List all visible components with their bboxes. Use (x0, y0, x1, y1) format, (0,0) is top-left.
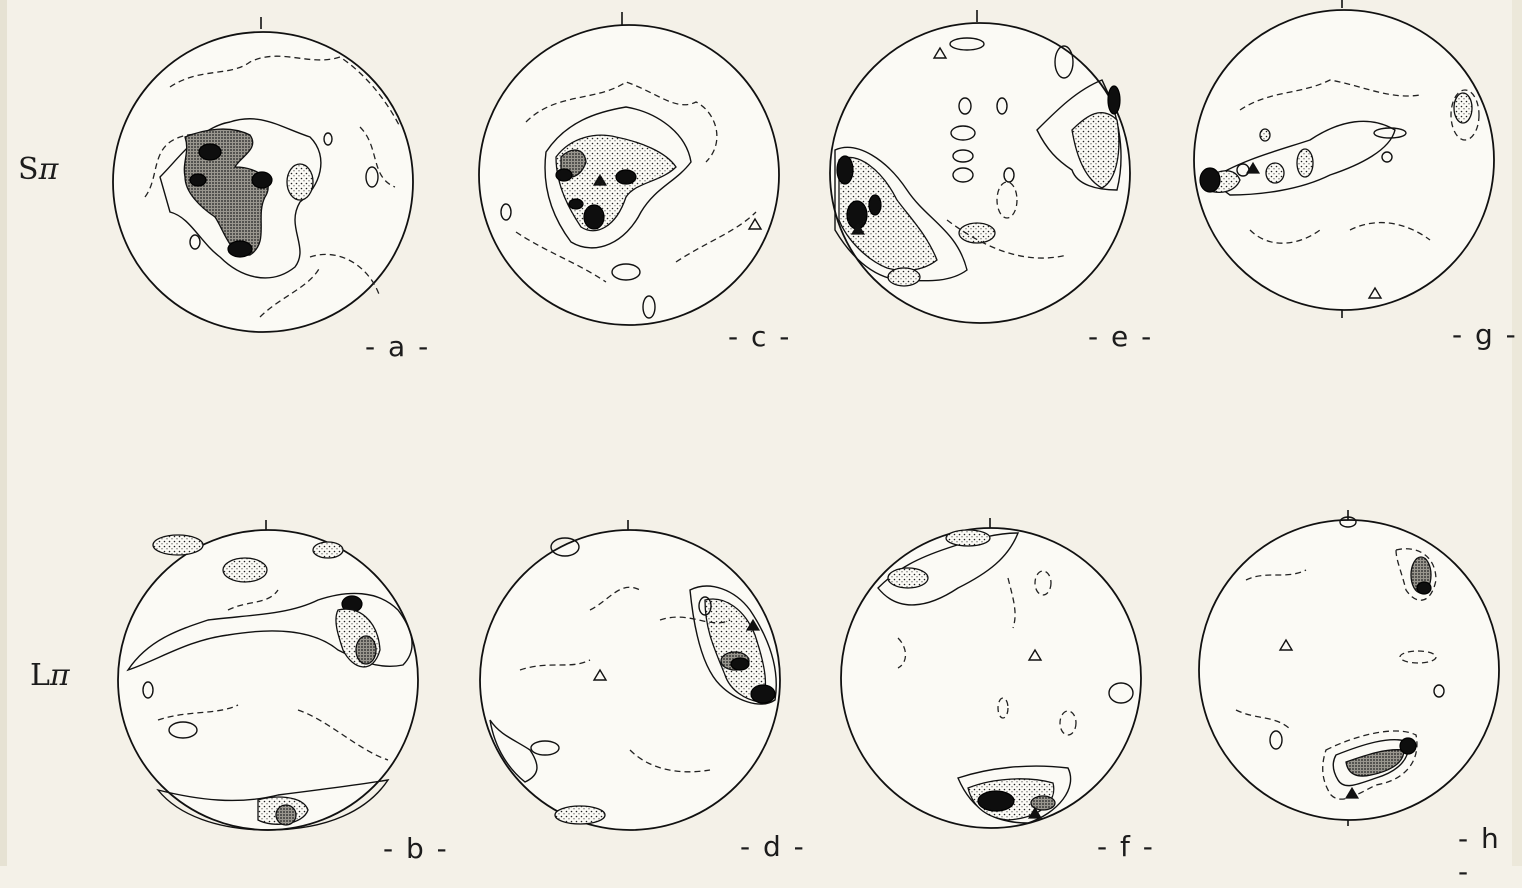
page-edge-right (1512, 0, 1522, 866)
row-label-l-letter: L (30, 658, 50, 693)
panel-label-f: - f - (1097, 830, 1155, 863)
stereonet-e (829, 10, 1131, 324)
page-edge-left (0, 0, 7, 866)
stereonet-c (478, 12, 780, 326)
stereonet-a (112, 17, 414, 333)
stereonet-h (1198, 510, 1500, 826)
row-label-s-pi: Sπ (18, 152, 58, 187)
panel-label-b: - b - (383, 832, 449, 865)
stereonet-d (479, 520, 781, 831)
stereonet-f (840, 518, 1142, 829)
panel-label-a: - a - (365, 330, 431, 363)
stereonet-g (1193, 0, 1495, 318)
stereonet-b (117, 520, 419, 831)
panel-label-h: - h - (1458, 822, 1501, 888)
row-label-l-symbol: π (49, 658, 70, 693)
panel-label-g: - g - (1452, 318, 1518, 351)
panel-label-c: - c - (728, 320, 792, 353)
row-label-s-symbol: π (38, 152, 59, 187)
row-label-l-pi: Lπ (30, 658, 70, 693)
panel-label-e: - e - (1088, 320, 1154, 353)
panel-label-d: - d - (740, 830, 806, 863)
row-label-s-letter: S (18, 152, 39, 187)
